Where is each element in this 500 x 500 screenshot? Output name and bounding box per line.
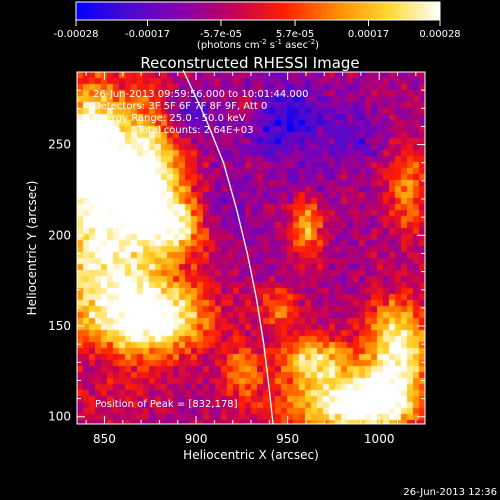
annotation-time-range: 26-Jun-2013 09:59:56.000 to 10:01:44.000 — [93, 89, 309, 100]
colorbar-units: (photons cm-2 s-1 asec-2) — [197, 38, 319, 51]
x-tick-label: 900 — [185, 432, 208, 446]
y-tick-label: 200 — [48, 228, 71, 242]
colorbar-tick-label: -0.00028 — [54, 29, 99, 40]
x-tick-label: 1000 — [364, 432, 395, 446]
y-tick-label: 150 — [48, 319, 71, 333]
solar-limb-curve — [182, 69, 274, 425]
x-tick-label: 950 — [276, 432, 299, 446]
x-tick-label: 850 — [93, 432, 116, 446]
colorbar-ticks: -0.00028 -0.00017 -5.7e-05 5.7e-05 0.00017 0.… — [54, 20, 461, 40]
axis-ticks: 850 900 950 1000 100 150 200 250 — [48, 71, 425, 446]
annotation-block: 26-Jun-2013 09:59:56.000 to 10:01:44.000… — [93, 89, 309, 136]
annotation-energy-range: Energy Range: 25.0 - 50.0 keV — [93, 113, 246, 124]
heatmap-image — [77, 72, 425, 424]
y-tick-label: 100 — [48, 410, 71, 424]
annotation-detectors: Detectors: 3F 5F 6F 7F 8F 9F, Att 0 — [93, 101, 267, 112]
colorbar — [75, 1, 441, 21]
colorbar-tick-label: 0.00028 — [419, 29, 460, 40]
colorbar-tick-label: -0.00017 — [125, 29, 170, 40]
colorbar-tick-label: 0.00017 — [348, 29, 389, 40]
footer-timestamp: 26-Jun-2013 12:36 — [403, 487, 497, 498]
x-axis-label: Heliocentric X (arcsec) — [183, 448, 319, 462]
peak-position-label: Position of Peak = [832,178] — [95, 399, 238, 410]
y-axis-label: Heliocentric Y (arcsec) — [25, 181, 39, 316]
annotation-clean-counts: Clean Total counts: 2.64E+03 — [93, 125, 253, 136]
colorbar-tick-label: -5.7e-05 — [200, 29, 242, 40]
colorbar-tick-label: 5.7e-05 — [276, 29, 314, 40]
plot-area: 850 900 950 1000 100 150 200 250 — [48, 69, 426, 446]
y-tick-label: 250 — [48, 138, 71, 152]
chart-title: Reconstructed RHESSI Image — [140, 54, 359, 72]
